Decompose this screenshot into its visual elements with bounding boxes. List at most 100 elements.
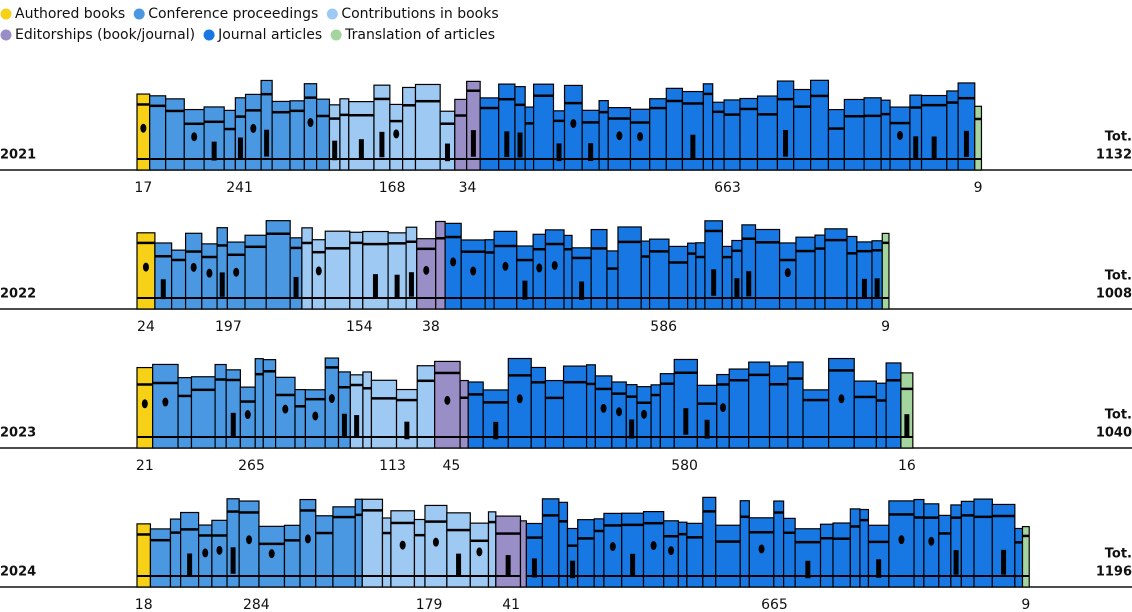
book-band: [923, 575, 939, 577]
book-band: [371, 397, 397, 400]
book-band: [445, 235, 462, 239]
book-band: [881, 158, 891, 160]
book-band: [290, 158, 305, 160]
book-dot: [502, 261, 509, 271]
book-band: [553, 119, 565, 123]
book-band: [227, 510, 240, 513]
book-band: [416, 297, 436, 299]
book-band: [362, 242, 389, 246]
book-label: [341, 413, 347, 437]
book-spine: [524, 106, 535, 171]
book-spine: [677, 521, 688, 588]
book-band: [697, 436, 717, 438]
book-dot: [476, 547, 483, 557]
book-label: [874, 278, 880, 299]
total-value: 1132: [1096, 148, 1132, 163]
book-band: [382, 531, 391, 535]
book-band: [516, 297, 534, 299]
book-band: [923, 516, 939, 519]
book-band: [460, 436, 469, 438]
segment: [416, 220, 446, 310]
book-band: [649, 297, 669, 299]
book-dot: [206, 268, 213, 278]
book-band: [533, 94, 554, 97]
book-band: [263, 370, 276, 373]
segment: [1021, 526, 1030, 588]
book-band: [864, 158, 882, 160]
book-band: [414, 575, 425, 577]
book-band: [946, 101, 959, 104]
book-label: [408, 272, 414, 297]
book-band: [312, 297, 326, 299]
book-spine: [332, 506, 356, 588]
book-band: [695, 255, 705, 259]
book-band: [621, 523, 644, 527]
book-band: [886, 436, 901, 438]
value-label: 241: [226, 180, 253, 196]
book-band: [295, 405, 306, 408]
book-spine: [832, 522, 851, 588]
book-dot: [244, 410, 251, 420]
legend-label: Conference proceedings: [148, 6, 318, 22]
book-band: [235, 115, 246, 118]
book-band: [660, 436, 675, 438]
value-label: 580: [671, 458, 698, 474]
book-band: [651, 393, 661, 397]
book-spine: [702, 83, 714, 171]
book-label: [805, 560, 811, 579]
book-band: [325, 247, 350, 250]
book-band: [820, 575, 834, 577]
book-spine: [810, 79, 830, 171]
book-band: [712, 158, 725, 160]
book-band: [339, 113, 349, 117]
book-band: [526, 536, 543, 539]
book-band: [702, 575, 716, 577]
book-band: [495, 532, 521, 535]
book-band: [545, 242, 565, 246]
book-spine: [920, 94, 948, 171]
book-band: [783, 575, 796, 577]
book-label: [230, 547, 236, 574]
book-label: [931, 136, 937, 159]
book-band: [886, 379, 901, 382]
book-band: [1014, 541, 1023, 544]
book-band: [864, 114, 882, 118]
segment: [149, 498, 363, 588]
book-band: [606, 297, 618, 299]
book-band: [137, 241, 155, 245]
book-band: [235, 158, 246, 160]
book-band: [338, 386, 351, 389]
book-spine: [558, 501, 569, 588]
book-label: [293, 276, 299, 299]
value-label: 9: [1021, 597, 1030, 612]
book-band: [185, 250, 202, 253]
book-band: [362, 575, 383, 577]
book-band: [171, 258, 186, 262]
book-spine: [875, 382, 887, 449]
book-band: [974, 575, 993, 577]
value-label: 9: [881, 319, 890, 335]
book-band: [888, 513, 915, 516]
book-band: [577, 575, 595, 577]
book-band: [856, 249, 873, 253]
book-band: [312, 250, 326, 254]
book-band: [828, 369, 855, 372]
book-dot: [399, 540, 406, 550]
legend-label: Authored books: [15, 6, 125, 22]
book-band: [649, 250, 669, 253]
book-band: [533, 297, 546, 299]
book-band: [626, 436, 637, 438]
value-label: 9: [974, 180, 983, 196]
book-band: [332, 575, 356, 577]
book-band: [525, 158, 534, 160]
book-label: [354, 415, 360, 438]
book-band: [563, 380, 587, 384]
book-band: [396, 398, 418, 402]
book-band: [946, 158, 959, 160]
book-band: [900, 436, 913, 438]
book-band: [514, 158, 526, 160]
book-spine: [787, 361, 804, 449]
book-band: [180, 575, 199, 577]
segment: [495, 515, 528, 588]
book-band: [137, 158, 150, 160]
